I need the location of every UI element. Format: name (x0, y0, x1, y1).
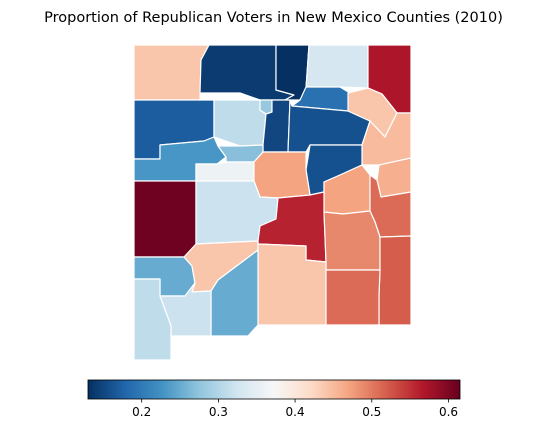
county-hidalgo[interactable] (133, 278, 172, 361)
colorbar-tick-label: 0.4 (286, 405, 305, 419)
county-sandoval[interactable] (213, 99, 267, 147)
county-lea[interactable] (378, 235, 412, 326)
county-otero[interactable] (257, 243, 327, 326)
county-torrance[interactable] (253, 151, 311, 199)
colorbar-tick-label: 0.6 (439, 405, 458, 419)
county-los-alamos[interactable] (259, 99, 273, 115)
county-valencia[interactable] (195, 161, 255, 182)
colorbar: 0.2 0.3 0.4 0.5 0.6 (87, 379, 461, 419)
county-eddy[interactable] (325, 269, 381, 326)
county-chaves[interactable] (323, 210, 381, 271)
county-san-juan[interactable] (133, 44, 210, 101)
county-catron[interactable] (133, 180, 197, 258)
colorbar-tick-label: 0.2 (132, 405, 151, 419)
colorbar-ticks: 0.2 0.3 0.4 0.5 0.6 (132, 399, 458, 419)
county-map (133, 44, 412, 361)
colorbar-tick-label: 0.5 (362, 405, 381, 419)
county-curry[interactable] (376, 157, 412, 198)
colorbar-gradient (88, 380, 460, 399)
colorbar-frame (87, 379, 461, 400)
map-title: Proportion of Republican Voters in New M… (44, 10, 503, 26)
colorbar-tick-label: 0.3 (209, 405, 228, 419)
county-colfax[interactable] (305, 44, 369, 89)
